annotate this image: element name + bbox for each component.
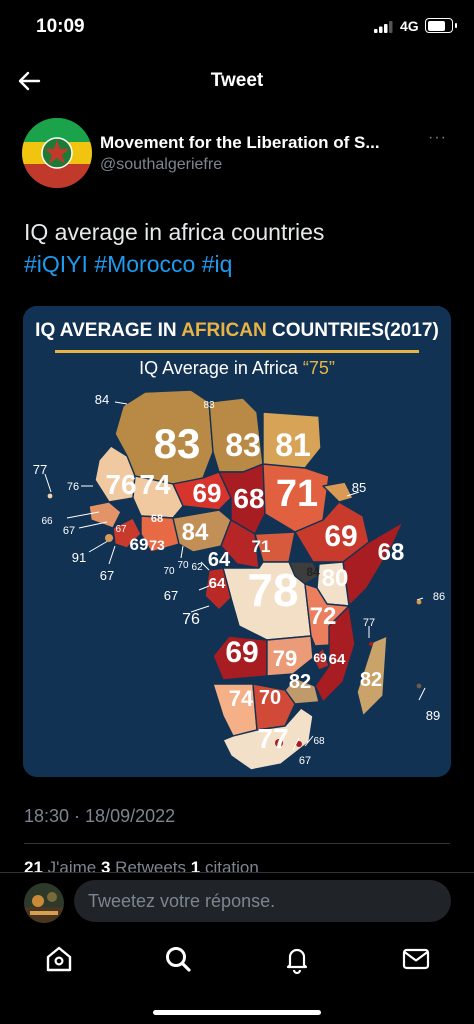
iq-label-sao-tome: 67 [164, 588, 178, 603]
iq-label-algeria: 83 [154, 420, 201, 467]
iq-label-angola: 69 [225, 636, 258, 669]
iq-label-uganda: 84 [306, 565, 320, 579]
iq-label-mauritania: 76 [105, 469, 136, 500]
home-icon[interactable] [43, 943, 75, 975]
iq-label-sierra-leone: 91 [72, 550, 86, 565]
tweet-body: IQ average in africa countries [24, 219, 325, 245]
iq-label-ivory-coast: 69 [130, 535, 149, 554]
iq-label-ghana: 73 [149, 537, 165, 553]
hashtag-link[interactable]: #Morocco [94, 251, 196, 277]
likes-label[interactable]: J'aime [42, 858, 101, 874]
more-options-icon[interactable]: ··· [428, 129, 447, 146]
user-avatar[interactable] [24, 883, 64, 923]
iq-label-namibia: 74 [229, 686, 254, 711]
iq-label-tanzania: 72 [310, 603, 337, 630]
iq-label-seychelles: 86 [433, 591, 445, 603]
map-title: IQ AVERAGE IN AFRICAN COUNTRIES(2017) [35, 320, 439, 341]
messages-icon[interactable] [400, 943, 432, 975]
author-name[interactable]: Movement for the Liberation of S... [100, 133, 380, 152]
iq-label-congo: 76 [182, 611, 200, 628]
nav-bar: Tweet [0, 56, 474, 106]
iq-label-mozambique: 64 [329, 651, 346, 668]
hashtag-link[interactable]: #iq [201, 251, 233, 277]
home-indicator [153, 1010, 321, 1015]
iq-label-nigeria: 84 [182, 519, 209, 546]
iq-label-mali: 74 [139, 469, 171, 500]
iq-label-egypt: 81 [275, 427, 311, 463]
iq-label-malawi: 69 [313, 651, 327, 665]
iq-label-drc: 78 [247, 564, 298, 616]
retweets-label[interactable]: Retweets [110, 858, 191, 874]
iq-label-swaziland: 67 [299, 755, 311, 767]
likes-count[interactable]: 21 [24, 858, 43, 874]
avatar-flag-image [22, 118, 92, 188]
signal-icon [374, 21, 393, 33]
status-bar: 10:09 4G [0, 0, 474, 52]
iq-label-botswana: 70 [259, 687, 281, 709]
reply-input[interactable] [74, 880, 451, 922]
map-subtitle: IQ Average in Africa “75” [139, 358, 335, 378]
engagement-stats[interactable]: 21 J'aime 3 Retweets 1 citation [24, 858, 259, 874]
user-avatar-image [24, 883, 64, 923]
iq-label-niger: 69 [193, 478, 222, 508]
iq-label-guinea: 67 [115, 524, 127, 535]
iq-label-gambia: 66 [41, 516, 53, 527]
arrow-left-icon[interactable] [14, 66, 44, 96]
iq-label-car: 71 [252, 537, 271, 556]
hashtag-link[interactable]: #iQIYI [24, 251, 88, 277]
iq-label-mauritius: 89 [426, 708, 440, 723]
quotes-count[interactable]: 1 [190, 858, 201, 874]
iq-label-cameroon: 64 [208, 549, 231, 571]
iq-label-zimbabwe: 82 [289, 671, 311, 693]
search-icon[interactable] [162, 943, 194, 975]
iq-label-togo: 70 [163, 566, 175, 577]
iq-label-madagascar: 82 [360, 669, 382, 691]
avatar[interactable] [22, 118, 92, 188]
iq-label-chad: 68 [233, 483, 264, 514]
reply-bar [0, 872, 474, 931]
tab-bar [0, 930, 474, 1024]
notifications-icon[interactable] [281, 943, 313, 975]
iq-label-libya: 83 [225, 427, 261, 463]
iq-label-guinea-bissau: 67 [63, 525, 75, 537]
africa-iq-map: IQ AVERAGE IN AFRICAN COUNTRIES(2017) IQ… [23, 306, 451, 777]
retweets-count[interactable]: 3 [100, 858, 111, 874]
hashtag-row: #iQIYI #Morocco #iq [24, 248, 454, 280]
iq-label-sudan: 71 [276, 473, 318, 515]
iq-label-south-africa: 77 [257, 723, 288, 754]
iq-label-morocco: 84 [95, 392, 109, 407]
quotes-label[interactable]: citation [200, 858, 259, 874]
iq-label-zambia: 79 [273, 646, 297, 671]
iq-label-western-sahara: 83 [203, 400, 215, 411]
iq-label-somalia: 68 [378, 539, 405, 566]
iq-label-benin: 70 [177, 560, 189, 571]
page-title: Tweet [210, 70, 264, 91]
status-time: 10:09 [36, 16, 85, 37]
iq-label-comoros: 77 [363, 617, 375, 629]
title-underline [55, 350, 419, 353]
tweet-timestamp: 18:30 · 18/09/2022 [24, 806, 176, 826]
iq-label-cape-verde: 77 [33, 462, 47, 477]
network-type: 4G [400, 18, 419, 34]
author-handle[interactable]: @southalgeriefre [100, 156, 223, 173]
iq-label-ethiopia: 69 [324, 520, 357, 553]
iq-label-eq-guinea: 62 [191, 562, 203, 573]
iq-label-senegal: 76 [67, 481, 79, 493]
iq-label-burkina: 68 [151, 513, 163, 525]
iq-label-liberia: 67 [100, 568, 114, 583]
iq-label-lesotho: 68 [313, 736, 325, 747]
iq-label-eritrea: 85 [352, 480, 366, 495]
tweet-media-image[interactable]: IQ AVERAGE IN AFRICAN COUNTRIES(2017) IQ… [23, 306, 451, 777]
iq-label-gabon: 64 [209, 575, 226, 592]
battery-icon [425, 18, 457, 33]
tweet-text: IQ average in africa countries #iQIYI #M… [24, 216, 454, 280]
iq-label-kenya: 80 [322, 565, 349, 592]
divider [24, 843, 450, 844]
